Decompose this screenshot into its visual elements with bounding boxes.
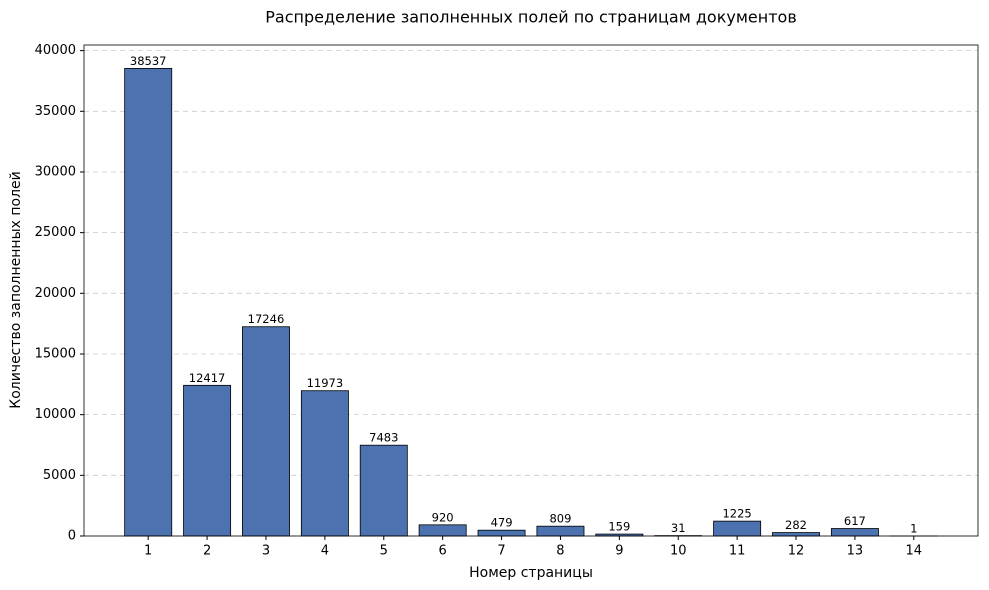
x-tick-label: 4 [321,544,329,559]
y-tick-label: 30000 [35,164,76,179]
bar [359,444,408,537]
x-tick-label: 5 [380,544,388,559]
value-label: 31 [671,521,686,535]
y-tick-label: 15000 [35,346,76,361]
y-tick-label: 25000 [35,225,76,240]
value-label: 12417 [189,371,226,385]
value-label: 159 [608,520,630,534]
bar [477,529,526,537]
y-tick-label: 20000 [35,286,76,301]
value-label: 11973 [307,376,344,390]
y-tick-label: 5000 [43,468,76,483]
x-tick-label: 10 [670,544,687,559]
bar [418,524,467,537]
x-tick-label: 13 [847,544,864,559]
x-tick-label: 12 [788,544,805,559]
x-tick-label: 2 [203,544,211,559]
value-label: 1 [910,521,917,535]
y-tick-label: 0 [68,529,76,544]
x-tick-label: 14 [906,544,923,559]
y-tick-label: 10000 [35,407,76,422]
y-tick-label: 40000 [35,43,76,58]
x-tick-label: 3 [262,544,270,559]
x-axis-label: Номер страницы [469,565,593,581]
value-label: 17246 [248,312,285,326]
value-label: 7483 [369,431,398,445]
bar [242,326,290,537]
bar [536,525,585,537]
y-tick-label: 35000 [35,104,76,119]
bar [300,390,349,537]
y-axis-label: Количество заполненных полей [8,171,24,409]
x-tick-label: 8 [556,544,564,559]
value-label: 809 [549,512,571,526]
value-label: 479 [491,516,513,530]
bar [124,67,173,537]
bar [830,528,879,537]
plot-frame [83,44,979,537]
x-tick-label: 6 [439,544,447,559]
x-tick-label: 9 [615,544,623,559]
x-tick-label: 1 [144,544,152,559]
chart-title: Распределение заполненных полей по стран… [265,8,797,27]
bar [183,384,232,537]
value-label: 1225 [722,507,751,521]
value-label: 282 [785,518,807,532]
bar [713,520,762,537]
x-tick-label: 11 [729,544,746,559]
value-label: 38537 [130,54,167,68]
value-label: 617 [844,514,866,528]
bar [772,532,820,537]
x-tick-label: 7 [497,544,505,559]
value-label: 920 [432,510,454,524]
